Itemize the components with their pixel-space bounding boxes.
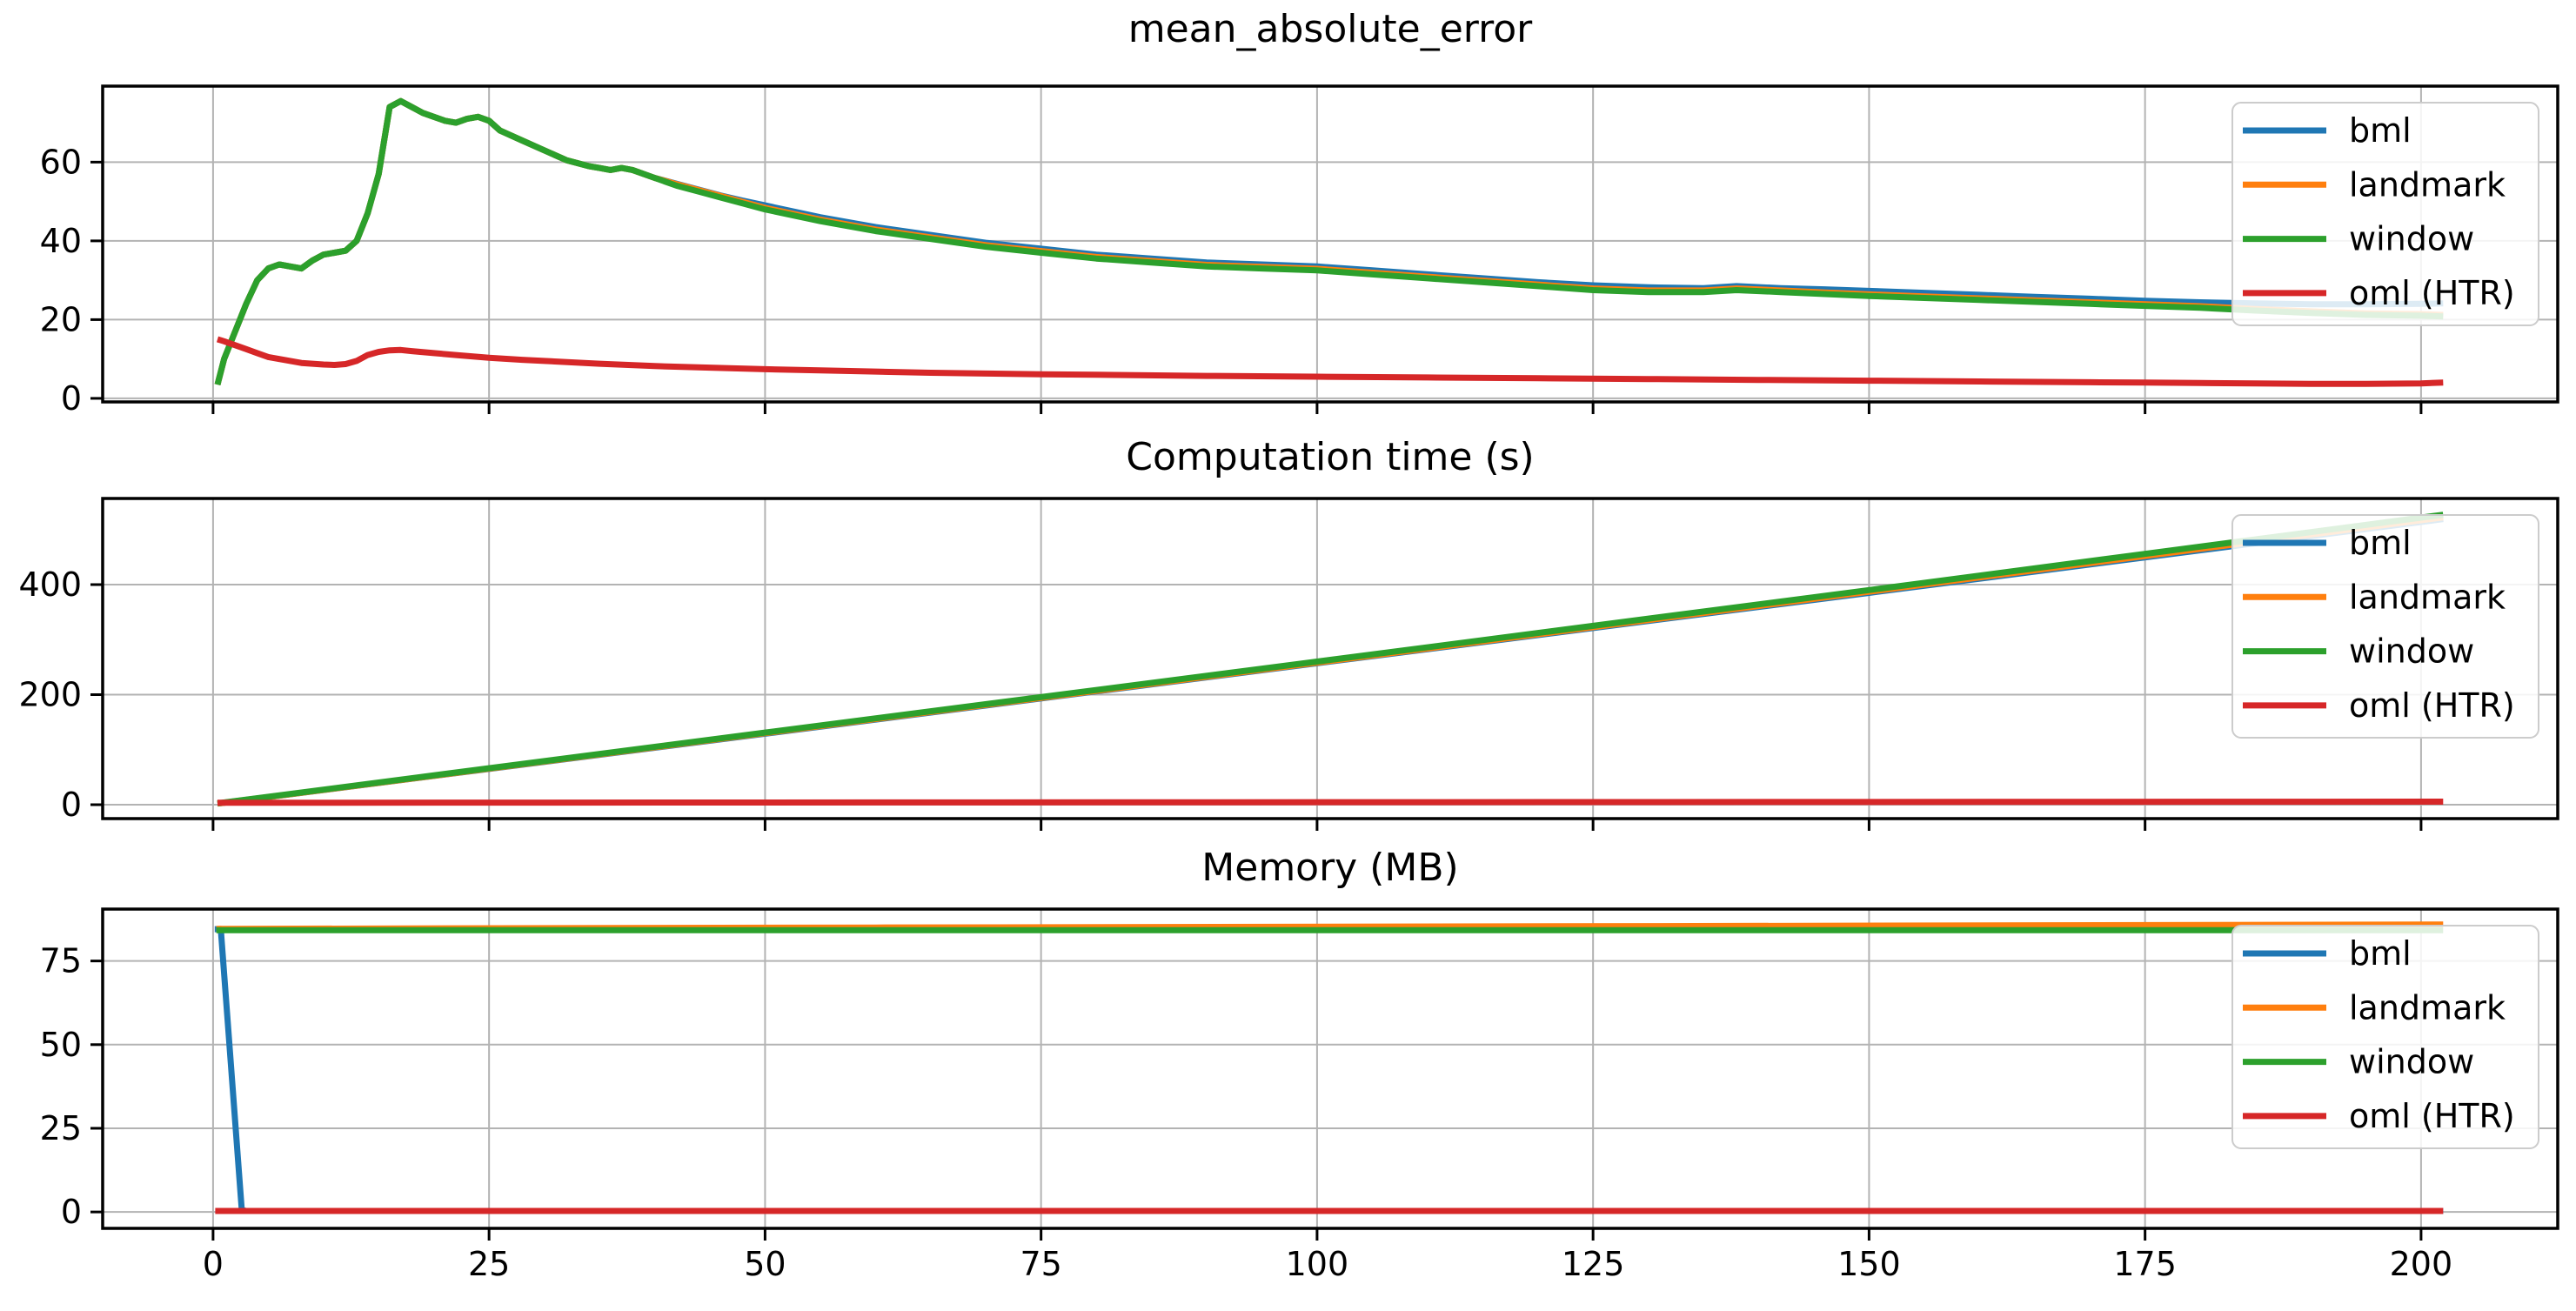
legend-label-oml-htr-: oml (HTR) — [2349, 686, 2515, 725]
x-tick-label: 200 — [2390, 1245, 2453, 1283]
legend-label-landmark: landmark — [2349, 578, 2506, 616]
x-tick-label: 25 — [468, 1245, 510, 1283]
plot-border — [101, 84, 2559, 404]
x-tick-label: 0 — [203, 1245, 224, 1283]
plot-area — [103, 909, 2558, 1228]
y-tick-label: 40 — [40, 222, 82, 260]
legend: bml landmark window oml (HTR) — [2231, 102, 2539, 326]
y-tick-label: 400 — [18, 565, 82, 604]
y-tick-label: 25 — [40, 1109, 82, 1147]
chart-title-mean-absolute-error: mean_absolute_error — [1127, 7, 1533, 51]
legend-box — [2231, 514, 2539, 739]
legend-box — [2231, 102, 2539, 326]
y-tick-label: 75 — [40, 942, 82, 980]
plot-border — [101, 907, 2559, 1230]
legend-label-oml-htr-: oml (HTR) — [2349, 1097, 2515, 1135]
x-tick-label: 150 — [1837, 1245, 1901, 1283]
chart-1: 0 200 400 bml landmark window oml (HTR) — [18, 497, 2559, 831]
legend-label-landmark: landmark — [2349, 165, 2506, 204]
series-group — [214, 921, 2444, 1214]
legend-label-bml: bml — [2349, 111, 2412, 150]
legend-box — [2231, 925, 2539, 1149]
x-tick-label: 125 — [1562, 1245, 1625, 1283]
x-tick-label: 175 — [2113, 1245, 2177, 1283]
legend-label-window: window — [2349, 632, 2474, 671]
series-line-window — [214, 97, 2444, 385]
legend-label-window: window — [2349, 1043, 2474, 1081]
chart-0: 0 20 40 60 bml landmark window oml (HTR) — [40, 84, 2559, 418]
legend-label-window: window — [2349, 220, 2474, 258]
y-tick-label: 60 — [40, 143, 82, 181]
x-tick-label: 100 — [1286, 1245, 1349, 1283]
legend-label-oml-htr-: oml (HTR) — [2349, 274, 2515, 312]
legend: bml landmark window oml (HTR) — [2231, 925, 2539, 1149]
y-tick-label: 200 — [18, 675, 82, 713]
y-tick-label: 50 — [40, 1026, 82, 1064]
x-tick-label: 75 — [1020, 1245, 1061, 1283]
legend: bml landmark window oml (HTR) — [2231, 514, 2539, 739]
series-line-oml-htr- — [216, 336, 2444, 387]
y-tick-label: 0 — [61, 1193, 82, 1231]
chart-title-computation-time: Computation time (s) — [1126, 435, 1535, 479]
series-line-window — [217, 512, 2444, 806]
x-tick-label: 50 — [744, 1245, 786, 1283]
y-tick-label: 0 — [61, 786, 82, 824]
series-line-oml-htr- — [217, 799, 2444, 806]
legend-label-landmark: landmark — [2349, 988, 2506, 1027]
y-tick-label: 20 — [40, 300, 82, 338]
plot-border — [101, 497, 2559, 820]
series-group — [214, 97, 2444, 387]
y-tick-label: 0 — [61, 379, 82, 418]
chart-2: 0 25 50 75 0 25 50 75 100 125 150 175 200 bml landmark… — [40, 907, 2559, 1283]
series-group — [217, 512, 2444, 807]
legend-label-bml: bml — [2349, 934, 2412, 973]
chart-title-memory: Memory (MB) — [1201, 846, 1459, 890]
legend-label-bml: bml — [2349, 524, 2412, 562]
